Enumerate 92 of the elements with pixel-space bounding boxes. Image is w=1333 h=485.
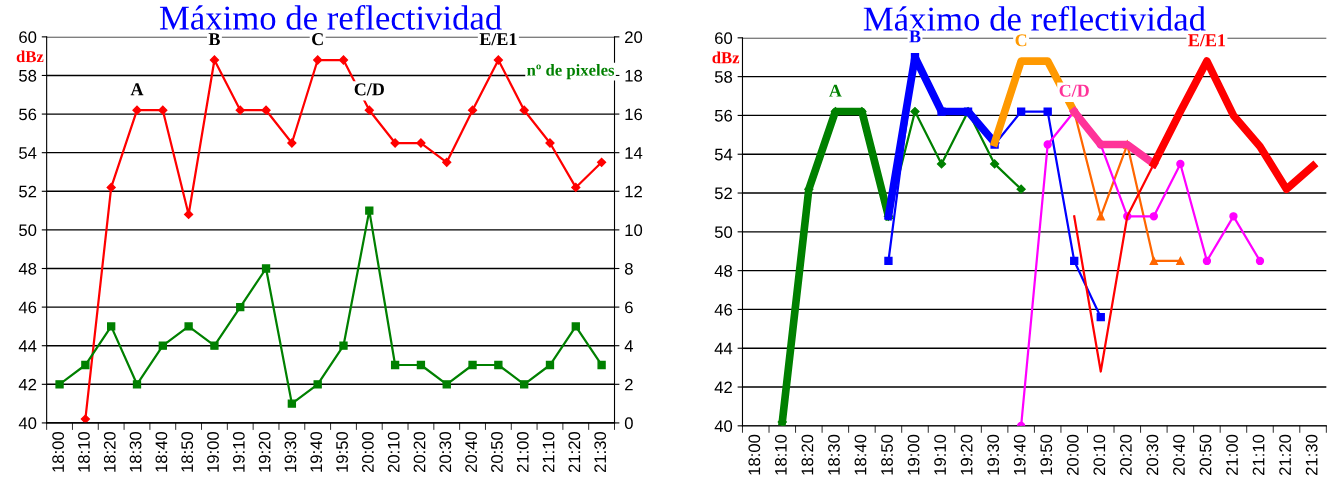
y-tick-label: 44 — [18, 340, 37, 352]
y-tick-label: 50 — [19, 224, 37, 237]
y-tick-label: 60 — [715, 32, 733, 45]
x-tick-label: 21:30 — [1305, 434, 1318, 476]
x-tick-label: 20:40 — [1173, 434, 1185, 476]
annotation: B — [208, 33, 220, 46]
x-tick-label: 21:00 — [1226, 434, 1238, 476]
x-tick-label: 19:50 — [1040, 434, 1053, 475]
y2-tick-label: 14 — [625, 147, 643, 159]
x-tick-label: 19:20 — [258, 431, 271, 472]
y-tick-label: 58 — [19, 69, 37, 82]
annotation: C/D — [354, 83, 384, 96]
x-tick-label: 18:40 — [854, 434, 867, 475]
y-tick-label: 40 — [714, 420, 733, 433]
y2-tick-label: 18 — [625, 69, 643, 82]
chart-title: Máximo de reflectividad — [159, 5, 502, 30]
x-tick-label: 20:00 — [1066, 434, 1079, 476]
x-tick-label: 19:00 — [207, 431, 219, 472]
y-tick-label: 54 — [19, 147, 37, 159]
y-tick-label: 48 — [18, 262, 37, 275]
y-tick-label: 54 — [714, 148, 733, 161]
series-label: B — [909, 30, 921, 43]
y2-tick-label: 12 — [625, 185, 642, 198]
x-tick-label: 20:50 — [491, 431, 503, 473]
y-axis-title: dBz — [16, 50, 44, 63]
x-tick-label: 18:00 — [52, 431, 65, 472]
x-tick-label: 21:10 — [542, 431, 555, 473]
series-label: E/E1 — [1188, 34, 1226, 47]
y-tick-label: 42 — [18, 378, 37, 391]
y-tick-label: 40 — [18, 417, 37, 430]
annotation: A — [130, 83, 144, 96]
y-tick-label: 60 — [19, 31, 37, 44]
x-tick-label: 18:00 — [748, 434, 761, 475]
y2-tick-label: 16 — [625, 108, 643, 121]
x-tick-label: 19:40 — [1013, 434, 1026, 475]
x-tick-label: 20:20 — [1119, 434, 1132, 476]
series-label: A — [829, 84, 842, 97]
x-tick-label: 20:10 — [1093, 434, 1106, 476]
x-tick-label: 20:50 — [1199, 434, 1212, 476]
series-label: C — [1015, 34, 1027, 47]
x-tick-label: 20:40 — [465, 431, 478, 473]
y-tick-label: 44 — [714, 342, 733, 355]
x-tick-label: 18:50 — [181, 431, 194, 472]
y-tick-label: 52 — [714, 187, 732, 200]
series-label: C/D — [1059, 84, 1089, 97]
x-tick-label: 19:40 — [310, 431, 323, 472]
y-tick-label: 56 — [19, 108, 37, 121]
y-tick-label: 48 — [714, 265, 733, 277]
x-tick-label: 19:20 — [960, 434, 973, 475]
x-tick-label: 21:00 — [516, 431, 529, 473]
x-tick-label: 18:50 — [881, 434, 893, 475]
y-tick-label: 50 — [714, 226, 733, 239]
x-tick-label: 19:10 — [232, 431, 245, 472]
x-tick-label: 18:20 — [801, 434, 814, 475]
x-tick-label: 19:30 — [987, 434, 1000, 475]
y2-tick-label: 4 — [624, 340, 634, 352]
y-tick-label: 52 — [19, 185, 37, 198]
x-tick-label: 18:20 — [103, 431, 116, 472]
y2-tick-label: 8 — [624, 262, 633, 275]
y2-tick-label: 0 — [624, 417, 633, 430]
x-tick-label: 18:10 — [78, 431, 90, 472]
x-tick-label: 20:00 — [361, 431, 374, 473]
y-tick-label: 46 — [18, 301, 37, 314]
x-tick-label: 20:10 — [387, 431, 400, 473]
y-tick-label: 42 — [714, 381, 732, 394]
x-tick-label: 18:30 — [828, 434, 840, 475]
y2-tick-label: 6 — [625, 301, 633, 314]
x-tick-label: 21:10 — [1252, 434, 1265, 476]
y2-tick-label: 10 — [625, 224, 643, 237]
x-tick-label: 19:10 — [934, 434, 946, 475]
x-tick-label: 18:30 — [129, 431, 142, 472]
x-tick-label: 21:20 — [568, 431, 581, 473]
y2-axis-title: nº de pixeles — [527, 64, 615, 80]
y-tick-label: 56 — [714, 109, 733, 122]
chart-title: Máximo de reflectividad — [863, 5, 1206, 31]
x-tick-label: 20:30 — [439, 431, 452, 473]
x-tick-label: 19:50 — [336, 431, 348, 472]
x-tick-label: 19:00 — [907, 434, 920, 475]
x-tick-label: 20:30 — [1146, 434, 1159, 476]
x-tick-label: 20:20 — [413, 431, 426, 473]
y-tick-label: 58 — [714, 71, 733, 83]
annotation: E/E1 — [479, 33, 517, 46]
x-tick-label: 18:10 — [774, 434, 787, 475]
y-axis-title: dBz — [712, 51, 740, 64]
y-tick-label: 46 — [714, 303, 733, 316]
x-tick-label: 21:20 — [1279, 434, 1291, 476]
y2-tick-label: 2 — [625, 378, 633, 391]
annotation: C — [312, 33, 323, 46]
x-tick-label: 21:30 — [594, 431, 607, 473]
x-tick-label: 19:30 — [284, 431, 297, 472]
x-tick-label: 18:40 — [155, 431, 168, 472]
y2-tick-label: 20 — [625, 31, 643, 44]
